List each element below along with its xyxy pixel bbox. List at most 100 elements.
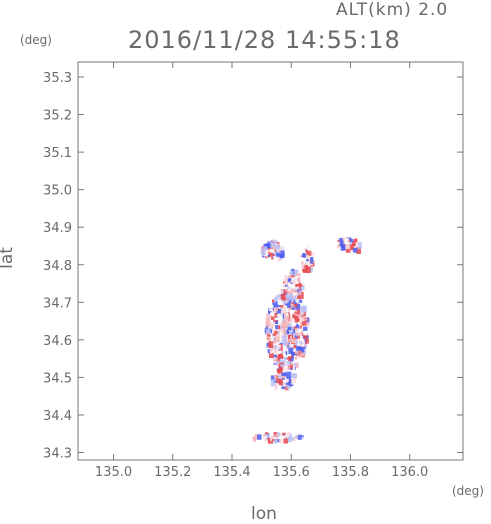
- y-tick-label: 34.3: [43, 446, 72, 461]
- echo-pixel: [274, 294, 278, 298]
- echo-pixel: [301, 346, 306, 350]
- echo-pixel: [288, 290, 292, 294]
- echo-pixel: [274, 336, 280, 343]
- echo-pixel: [287, 300, 290, 302]
- echo-pixel: [289, 309, 295, 315]
- echo-pixel: [288, 368, 293, 371]
- echo-pixel: [299, 331, 303, 334]
- echo-pixel: [282, 432, 286, 436]
- echo-pixel: [299, 328, 303, 333]
- echo-pixel: [280, 367, 284, 370]
- echo-pixel: [286, 386, 289, 390]
- echo-pixel: [300, 349, 305, 353]
- echo-pixel: [349, 238, 354, 243]
- echo-pixel: [292, 314, 296, 318]
- echo-pixel: [291, 305, 295, 308]
- echo-pixel: [294, 317, 299, 323]
- x-tick-label: 136.0: [391, 465, 428, 480]
- x-tick-label: 135.0: [95, 465, 132, 480]
- echo-pixel: [278, 432, 282, 436]
- echo-pixel: [267, 334, 271, 337]
- echo-pixel: [288, 304, 294, 310]
- echo-pixel: [284, 276, 289, 283]
- echo-pixel: [298, 275, 301, 279]
- echo-pixel: [285, 386, 288, 391]
- echo-pixel: [294, 362, 299, 368]
- echo-pixel: [281, 322, 287, 326]
- echo-pixel: [268, 308, 273, 311]
- echo-pixel: [276, 432, 280, 437]
- echo-pixel: [306, 254, 309, 257]
- echo-pixel: [293, 299, 297, 305]
- echo-pixel: [300, 318, 304, 324]
- echo-pixel: [300, 316, 305, 321]
- echo-pixel: [272, 308, 274, 311]
- echo-pixel: [294, 269, 299, 276]
- y-tick-label: 35.1: [43, 146, 72, 161]
- echo-pixel: [292, 292, 298, 296]
- echo-pixel: [293, 303, 298, 308]
- x-tick-label: 135.2: [154, 465, 191, 480]
- echo-pixel: [283, 348, 289, 352]
- echo-pixel: [277, 347, 281, 351]
- echo-pixel: [267, 241, 272, 245]
- echo-pixel: [295, 346, 301, 351]
- echo-pixel: [282, 327, 287, 335]
- echo-pixel: [310, 253, 314, 258]
- x-tick-label: 135.4: [213, 465, 250, 480]
- echo-pixel: [279, 323, 282, 326]
- y-tick-label: 35.3: [43, 71, 72, 86]
- echo-pixel: [268, 437, 273, 444]
- echo-pixel: [277, 384, 282, 390]
- echo-pixel: [285, 303, 288, 306]
- echo-pixel: [345, 249, 351, 253]
- y-axis-unit: (deg): [20, 33, 52, 47]
- echo-pixel: [296, 352, 299, 356]
- echo-pixel: [280, 374, 286, 379]
- echo-pixel: [289, 357, 291, 361]
- echo-pixel: [265, 325, 269, 329]
- echo-pixel: [278, 294, 283, 299]
- echo-pixel: [272, 439, 275, 441]
- echo-pixel: [275, 324, 278, 330]
- echo-pixel: [275, 382, 279, 386]
- echo-pixel: [355, 242, 359, 245]
- echo-pixel: [307, 246, 309, 248]
- echo-pixel: [296, 335, 299, 337]
- echo-pixel: [283, 281, 285, 284]
- echo-pixel: [274, 321, 277, 324]
- echo-pixel: [295, 340, 298, 344]
- y-tick-label: 34.4: [43, 409, 72, 424]
- echo-pixel: [286, 289, 289, 291]
- echo-pixel: [298, 357, 303, 362]
- echo-pixel: [293, 344, 297, 349]
- echo-pixel: [279, 308, 282, 310]
- echo-pixel: [274, 254, 279, 259]
- echo-pixel: [288, 338, 292, 343]
- echo-pixel: [305, 261, 308, 263]
- echo-pixel: [298, 290, 302, 295]
- echo-pixel: [262, 255, 265, 258]
- echo-pixel: [303, 329, 308, 336]
- altitude-label: ALT(km) 2.0: [336, 0, 449, 20]
- echo-pixel: [337, 239, 340, 242]
- echo-pixel: [274, 329, 278, 333]
- echo-pixel: [287, 278, 291, 282]
- echo-pixel: [264, 249, 269, 256]
- echo-pixel: [275, 361, 279, 365]
- echo-pixel: [304, 265, 308, 271]
- echo-pixel: [282, 366, 288, 374]
- y-tick-label: 35.2: [43, 109, 72, 124]
- echo-pixel: [282, 377, 285, 380]
- echo-pixel: [287, 296, 291, 301]
- echo-pixel: [269, 321, 272, 323]
- echo-pixel: [349, 241, 353, 245]
- echo-pixel: [269, 347, 273, 353]
- echo-pixel: [295, 299, 299, 303]
- echo-pixel: [347, 238, 349, 242]
- echo-pixel: [287, 303, 291, 308]
- echo-pixel: [284, 289, 288, 292]
- echo-pixel: [310, 256, 313, 260]
- echo-pixel: [291, 280, 296, 285]
